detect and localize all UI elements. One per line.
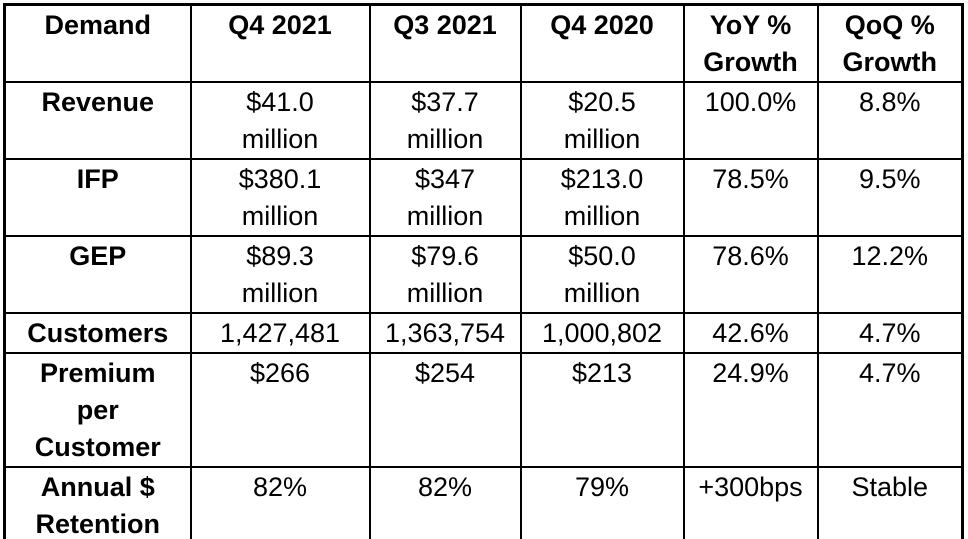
header-row: Demand Q4 2021 Q3 2021 Q4 2020 YoY % Growth Q… — [3, 3, 964, 83]
row-label-premium-per-customer: Premium per Customer — [3, 352, 192, 468]
row-label-revenue: Revenue — [3, 81, 192, 160]
table-row-premium-per-customer: Premium per Customer $266 $254 $213 24.9% 4.7… — [3, 352, 964, 468]
table-row-gep: GEP $89.3 million $79.6 million $50.0 milli… — [3, 235, 964, 314]
cell-revenue-qoq-growth: 8.8% — [816, 81, 964, 160]
row-label-annual-retention: Annual $ Retention — [3, 466, 192, 539]
cell-ifp-q3-2021: $347 million — [368, 158, 522, 237]
row-label-gep: GEP — [3, 235, 192, 314]
header-q4-2020: Q4 2020 — [519, 3, 685, 83]
header-q3-2021: Q3 2021 — [368, 3, 522, 83]
cell-customers-yoy-growth: 42.6% — [682, 312, 819, 354]
header-yoy-growth: YoY % Growth — [682, 3, 819, 83]
row-label-ifp: IFP — [3, 158, 192, 237]
cell-revenue-q4-2020: $20.5 million — [519, 81, 685, 160]
table-row-ifp: IFP $380.1 million $347 million $213.0 mill… — [3, 158, 964, 237]
cell-gep-yoy-growth: 78.6% — [682, 235, 819, 314]
header-demand: Demand — [3, 3, 192, 83]
cell-revenue-q3-2021: $37.7 million — [368, 81, 522, 160]
cell-annual-retention-yoy-growth: +300bps — [682, 466, 819, 539]
cell-annual-retention-q3-2021: 82% — [368, 466, 522, 539]
table-row-customers: Customers 1,427,481 1,363,754 1,000,802 42.6… — [3, 312, 964, 354]
cell-gep-q3-2021: $79.6 million — [368, 235, 522, 314]
cell-annual-retention-q4-2020: 79% — [519, 466, 685, 539]
cell-gep-qoq-growth: 12.2% — [816, 235, 964, 314]
table-row-revenue: Revenue $41.0 million $37.7 million $20.5 m… — [3, 81, 964, 160]
row-label-customers: Customers — [3, 312, 192, 354]
cell-revenue-yoy-growth: 100.0% — [682, 81, 819, 160]
cell-customers-qoq-growth: 4.7% — [816, 312, 964, 354]
cell-premium-per-customer-q4-2020: $213 — [519, 352, 685, 468]
metrics-table: Demand Q4 2021 Q3 2021 Q4 2020 YoY % Growth Q… — [3, 3, 964, 539]
header-q4-2021: Q4 2021 — [189, 3, 371, 83]
cell-ifp-qoq-growth: 9.5% — [816, 158, 964, 237]
cell-premium-per-customer-q3-2021: $254 — [368, 352, 522, 468]
cell-customers-q4-2020: 1,000,802 — [519, 312, 685, 354]
table-row-annual-retention: Annual $ Retention 82% 82% 79% +300bps Stable — [3, 466, 964, 539]
header-qoq-growth: QoQ % Growth — [816, 3, 964, 83]
cell-revenue-q4-2021: $41.0 million — [189, 81, 371, 160]
cell-gep-q4-2021: $89.3 million — [189, 235, 371, 314]
cell-premium-per-customer-q4-2021: $266 — [189, 352, 371, 468]
cell-customers-q3-2021: 1,363,754 — [368, 312, 522, 354]
cell-annual-retention-qoq-growth: Stable — [816, 466, 964, 539]
cell-annual-retention-q4-2021: 82% — [189, 466, 371, 539]
cell-ifp-q4-2021: $380.1 million — [189, 158, 371, 237]
cell-ifp-q4-2020: $213.0 million — [519, 158, 685, 237]
cell-premium-per-customer-yoy-growth: 24.9% — [682, 352, 819, 468]
cell-premium-per-customer-qoq-growth: 4.7% — [816, 352, 964, 468]
cell-ifp-yoy-growth: 78.5% — [682, 158, 819, 237]
metrics-table-header: Demand Q4 2021 Q3 2021 Q4 2020 YoY % Growth Q… — [3, 3, 964, 83]
cell-gep-q4-2020: $50.0 million — [519, 235, 685, 314]
metrics-table-body: Revenue $41.0 million $37.7 million $20.5 m… — [3, 81, 964, 539]
cell-customers-q4-2021: 1,427,481 — [189, 312, 371, 354]
